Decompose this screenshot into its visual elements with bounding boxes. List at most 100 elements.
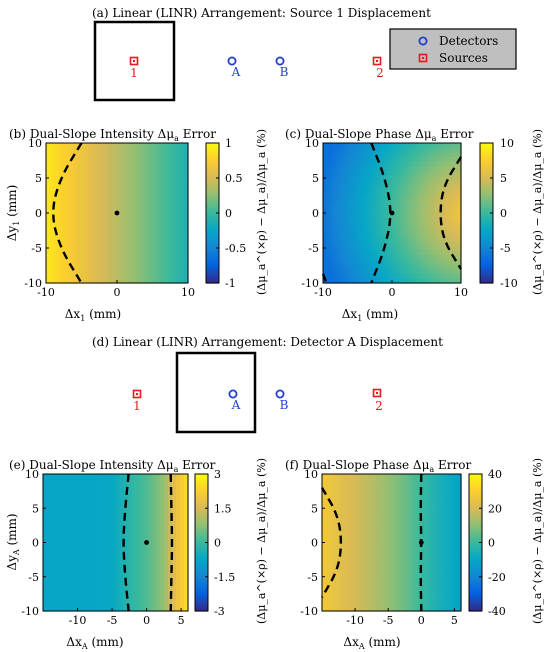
heatmap-cell: [184, 175, 189, 181]
heatmap-cell: [128, 250, 134, 256]
heatmap-cell: [414, 492, 420, 498]
heatmap-cell: [345, 565, 350, 571]
heatmap-cell: [338, 264, 343, 270]
heatmap-cell: [329, 515, 335, 521]
heatmap-cell: [418, 185, 424, 191]
heatmap-cell: [97, 166, 102, 172]
heatmap-cell: [120, 245, 126, 251]
colorbar-segment: [480, 157, 493, 160]
heatmap-cell: [361, 231, 366, 237]
heatmap-cell: [403, 245, 408, 251]
heatmap-cell: [334, 152, 339, 158]
heatmap-cell: [51, 487, 56, 493]
origin-marker: [418, 540, 424, 545]
heatmap-cell: [75, 533, 80, 539]
heatmap-cell: [453, 547, 458, 553]
heatmap-cell: [441, 483, 447, 489]
heatmap-cell: [171, 565, 177, 571]
origin-marker: [144, 540, 149, 545]
heatmap-cell: [337, 519, 342, 525]
heatmap-cell: [47, 492, 52, 498]
heatmap-cell: [115, 556, 121, 562]
heatmap-cell: [89, 217, 94, 223]
heatmap-cell: [55, 606, 60, 612]
heatmap-cell: [361, 236, 366, 242]
heatmap-cell: [422, 487, 427, 493]
heatmap-cell: [338, 199, 343, 205]
heatmap-cell: [449, 537, 454, 544]
heatmap-cell: [176, 143, 181, 149]
heatmap-cell: [403, 474, 408, 480]
heatmap-cell: [77, 269, 83, 275]
heatmap-cell: [93, 143, 98, 149]
heatmap-cell: [342, 227, 347, 233]
heatmap-cell: [115, 533, 121, 539]
heatmap-cell: [430, 227, 435, 233]
heatmap-cell: [418, 157, 424, 163]
heatmap-cell: [75, 542, 80, 548]
heatmap-cell: [360, 597, 366, 603]
heatmap-cell: [152, 175, 158, 181]
heatmap-cell: [349, 533, 354, 539]
heatmap-cell: [159, 515, 165, 521]
heatmap-cell: [143, 597, 149, 603]
heatmap-cell: [167, 496, 173, 502]
heatmap-cell: [59, 524, 64, 530]
heatmap-cell: [387, 574, 393, 580]
heatmap-cell: [117, 227, 122, 233]
heatmap-cell: [61, 175, 67, 181]
heatmap-cell: [167, 583, 173, 589]
heatmap-cell: [159, 537, 165, 544]
heatmap-cell: [433, 483, 439, 489]
heatmap-cell: [349, 542, 354, 548]
heatmap-cell: [399, 537, 404, 544]
heatmap-cell: [430, 547, 435, 553]
heatmap-cell: [120, 278, 126, 284]
heatmap-cell: [457, 250, 462, 256]
heatmap-cell: [75, 574, 80, 580]
heatmap-cell: [349, 194, 355, 200]
heatmap-cell: [345, 510, 350, 516]
heatmap-cell: [422, 194, 428, 200]
detector-b-label: B: [280, 65, 289, 79]
heatmap-cell: [91, 569, 96, 576]
heatmap-cell: [357, 203, 362, 209]
heatmap-cell: [329, 579, 335, 585]
heatmap-cell: [183, 537, 189, 544]
heatmap-cell: [148, 259, 154, 265]
heatmap-cell: [426, 542, 431, 548]
heatmap-cell: [115, 579, 121, 585]
heatmap-cell: [349, 217, 355, 223]
heatmap-cell: [337, 483, 342, 489]
heatmap-cell: [67, 574, 72, 580]
heatmap-cell: [352, 533, 358, 539]
colorbar-segment: [480, 271, 493, 275]
heatmap-cell: [415, 143, 420, 149]
heatmap-cell: [73, 161, 79, 167]
heatmap-cell: [160, 222, 165, 228]
heatmap-cell: [180, 180, 185, 186]
heatmap-cell: [53, 259, 59, 265]
heatmap-cell: [49, 166, 55, 172]
heatmap-cell: [97, 278, 102, 284]
heatmap-cell: [180, 273, 185, 279]
heatmap-cell: [167, 515, 173, 521]
heatmap-cell: [441, 551, 447, 557]
heatmap-cell: [395, 152, 401, 158]
heatmap-cell: [388, 213, 393, 219]
heatmap-cell: [360, 524, 366, 530]
heatmap-cell: [176, 273, 181, 279]
heatmap-cell: [101, 222, 106, 228]
heatmap-cell: [449, 588, 454, 594]
heatmap-cell: [445, 180, 451, 186]
heatmap-cell: [349, 510, 354, 516]
heatmap-cell: [159, 524, 165, 530]
heatmap-cell: [107, 583, 113, 589]
colorbar-segment: [469, 551, 482, 555]
heatmap-cell: [180, 185, 185, 191]
heatmap-cell: [414, 579, 420, 585]
legend-detectors-label: Detectors: [439, 34, 498, 48]
section-a-displacement-box: [93, 20, 176, 102]
heatmap-cell: [345, 519, 350, 525]
heatmap-cell: [180, 143, 185, 149]
